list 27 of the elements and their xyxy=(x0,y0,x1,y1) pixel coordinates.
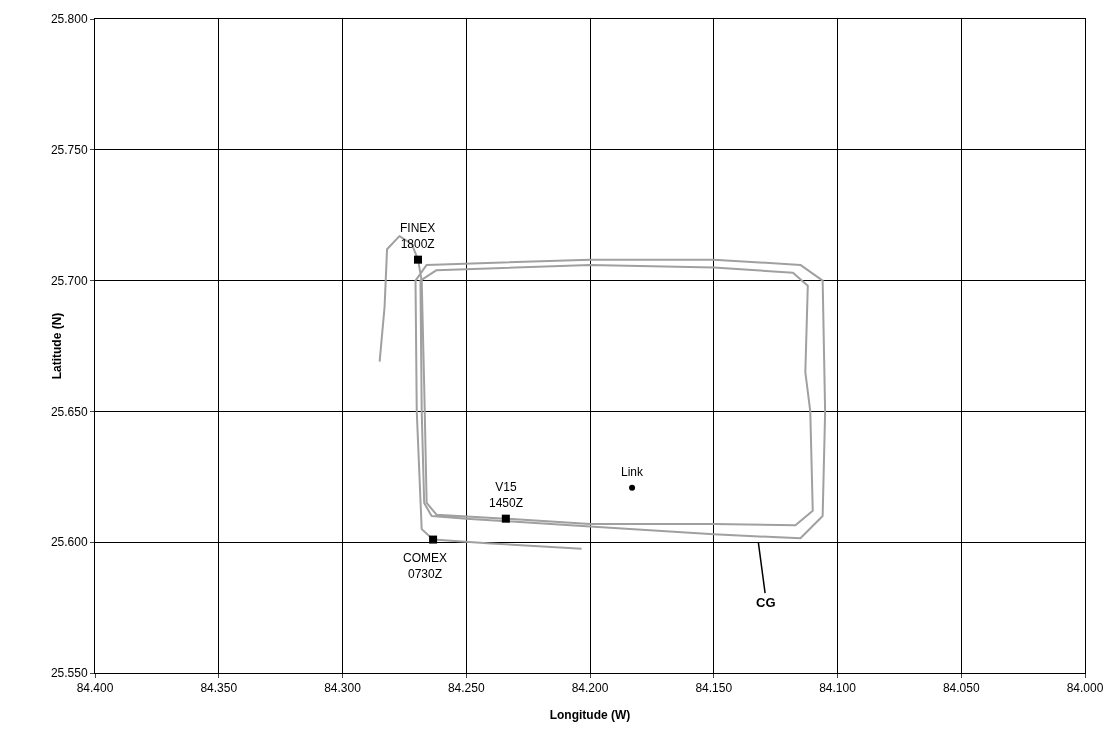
y-tick-label: 25.800 xyxy=(50,12,88,27)
y-tick-label: 25.700 xyxy=(50,273,88,288)
annotation: COMEX 0730Z xyxy=(403,551,448,581)
y-axis-title: Latitude (N) xyxy=(50,312,64,380)
x-tick-label: 84.150 xyxy=(695,681,733,696)
x-tick-label: 84.100 xyxy=(819,681,857,696)
x-tick-label: 84.000 xyxy=(1066,681,1104,696)
point xyxy=(629,484,636,491)
y-tick-label: 25.550 xyxy=(50,666,88,681)
x-tick-label: 84.350 xyxy=(200,681,238,696)
x-tick-label: 84.300 xyxy=(324,681,362,696)
annotation: Link xyxy=(621,465,645,479)
point xyxy=(429,535,438,544)
x-tick-label: 84.200 xyxy=(571,681,609,696)
x-tick-label: 84.050 xyxy=(942,681,980,696)
annotation: FINEX 1800Z xyxy=(400,221,436,251)
annotation: CG xyxy=(756,595,776,610)
x-tick-label: 84.400 xyxy=(76,681,114,696)
point xyxy=(501,514,510,523)
line-series xyxy=(378,235,827,550)
point xyxy=(413,255,422,264)
y-tick-label: 25.600 xyxy=(50,535,88,550)
annotation: V15 1450Z xyxy=(489,480,524,510)
y-tick-label: 25.650 xyxy=(50,404,88,419)
x-axis-title: Longitude (W) xyxy=(549,708,631,722)
y-tick-label: 25.750 xyxy=(50,143,88,157)
x-tick-label: 84.250 xyxy=(447,681,485,696)
